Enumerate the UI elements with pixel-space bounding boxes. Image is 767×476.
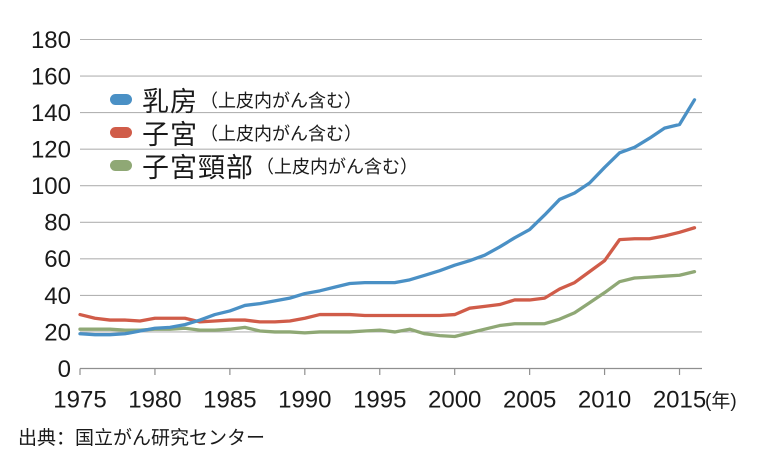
y-axis-tick-label: 40: [44, 283, 71, 310]
x-axis-tick-label: 2000: [428, 387, 481, 414]
legend-item-breast: 乳房 （上皮内がん含む）: [110, 83, 418, 117]
x-axis-tick-label: 2005: [503, 387, 556, 414]
source-caption: 出典：国立がん研究センター: [18, 428, 266, 449]
y-axis-tick-label: 140: [31, 100, 71, 127]
y-axis-tick-label: 80: [44, 210, 71, 237]
x-axis-unit-label: (年): [705, 391, 737, 412]
x-axis-tick-label: 1995: [353, 387, 406, 414]
legend-sublabel-cervix: （上皮内がん含む）: [256, 156, 418, 177]
legend-swatch-breast-icon: [110, 94, 132, 105]
series-line-breast: [78, 98, 697, 337]
legend-item-uterus: 子宮 （上皮内がん含む）: [110, 116, 418, 150]
legend-swatch-uterus-icon: [110, 127, 132, 138]
legend-sublabel-breast: （上皮内がん含む）: [200, 90, 362, 111]
x-axis-tick-label: 1985: [203, 387, 256, 414]
x-axis-tick-label: 1980: [128, 387, 181, 414]
y-axis-tick-label: 0: [58, 356, 71, 383]
x-axis-tick-label: 2010: [578, 387, 631, 414]
series-line-uterus: [78, 226, 697, 324]
y-axis-tick-label: 20: [44, 319, 71, 346]
series-line-cervix: [78, 269, 697, 339]
x-axis-tick-label: 1975: [53, 387, 106, 414]
chart-legend: 乳房 （上皮内がん含む） 子宮 （上皮内がん含む） 子宮頸部 （上皮内がん含む）: [110, 83, 418, 183]
y-axis-tick-label: 180: [31, 27, 71, 54]
y-axis-tick-label: 100: [31, 173, 71, 200]
y-axis-tick-label: 160: [31, 63, 71, 90]
x-axis-tick-label: 2015: [653, 387, 706, 414]
legend-swatch-cervix-icon: [110, 160, 132, 171]
legend-label-cervix: 子宮頸部: [142, 153, 254, 183]
legend-sublabel-uterus: （上皮内がん含む）: [200, 123, 362, 144]
x-axis-tick-label: 1990: [278, 387, 331, 414]
y-axis-tick-label: 120: [31, 137, 71, 164]
y-axis-tick-label: 60: [44, 246, 71, 273]
legend-label-uterus: 子宮: [142, 120, 198, 150]
legend-label-breast: 乳房: [142, 87, 198, 117]
legend-item-cervix: 子宮頸部 （上皮内がん含む）: [110, 149, 418, 183]
